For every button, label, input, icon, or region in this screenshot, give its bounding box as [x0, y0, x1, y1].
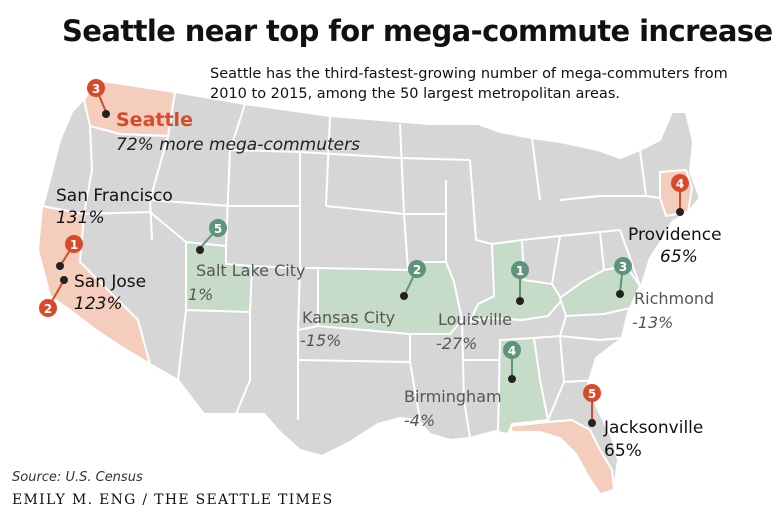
state-borders — [83, 91, 661, 439]
rank-salt-lake-city: 5 — [214, 222, 222, 236]
credit-line: EMILY M. ENG / THE SEATTLE TIMES — [12, 492, 334, 508]
label-san-jose-name: San Jose — [74, 272, 146, 292]
marker-salt-lake-city: 5 — [196, 219, 227, 254]
rank-jacksonville: 5 — [588, 387, 596, 401]
rank-seattle: 3 — [92, 82, 100, 96]
marker-birmingham: 4 — [503, 341, 521, 383]
marker-richmond: 3 — [614, 257, 632, 298]
rank-richmond: 3 — [619, 260, 627, 274]
source-note: Source: U.S. Census — [12, 470, 143, 485]
marker-providence: 4 — [671, 174, 689, 216]
label-seattle-name: Seattle — [116, 109, 193, 131]
rank-providence: 4 — [676, 177, 684, 191]
label-richmond-value: -13% — [632, 313, 673, 332]
marker-kansas-city: 2 — [400, 260, 426, 300]
marker-san-francisco: 1 — [56, 235, 83, 270]
label-jacksonville-value: 65% — [604, 441, 642, 461]
label-louisville-name: Louisville — [438, 310, 512, 329]
label-richmond-name: Richmond — [634, 289, 714, 308]
label-san-francisco-value: 131% — [56, 208, 105, 228]
label-kansas-city-value: -15% — [300, 331, 341, 350]
marker-seattle: 3 — [87, 79, 110, 118]
rank-san-francisco: 1 — [70, 238, 78, 252]
label-salt-lake-city-value: 1% — [188, 285, 213, 304]
rank-san-jose: 2 — [44, 302, 52, 316]
page-subtitle: Seattle has the third-fastest-growing nu… — [210, 66, 728, 102]
label-seattle-value: 72% more mega-commuters — [116, 135, 360, 155]
label-jacksonville-name: Jacksonville — [603, 418, 703, 438]
label-kansas-city-name: Kansas City — [302, 308, 395, 327]
label-birmingham-name: Birmingham — [404, 387, 502, 406]
marker-louisville: 1 — [511, 261, 529, 305]
label-louisville-value: -27% — [436, 334, 477, 353]
label-birmingham-value: -4% — [404, 411, 435, 430]
label-salt-lake-city-name: Salt Lake City — [196, 261, 305, 280]
marker-jacksonville: 5 — [583, 384, 601, 427]
label-san-jose-value: 123% — [74, 294, 123, 314]
state-florida — [508, 418, 616, 496]
rank-birmingham: 4 — [508, 344, 516, 358]
marker-san-jose: 2 — [39, 276, 68, 317]
page-title: Seattle near top for mega-commute increa… — [62, 14, 773, 48]
label-providence-name: Providence — [628, 225, 722, 245]
state-alabama — [496, 336, 550, 436]
rank-kansas-city: 2 — [413, 263, 421, 277]
label-providence-value: 65% — [660, 247, 698, 267]
label-san-francisco-name: San Francisco — [56, 186, 173, 206]
rank-louisville: 1 — [516, 264, 524, 278]
